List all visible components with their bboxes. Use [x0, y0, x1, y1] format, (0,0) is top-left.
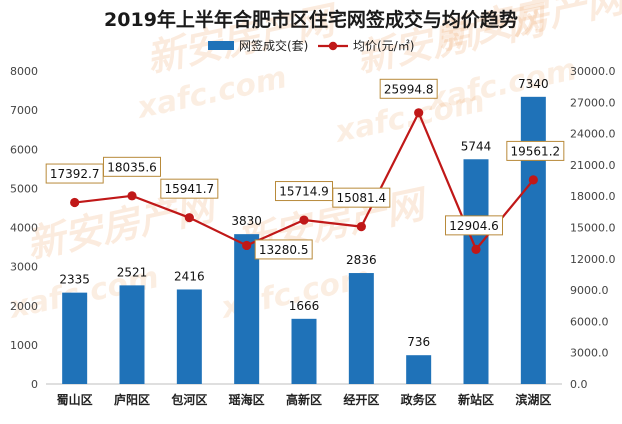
y-right-tick-label: 3000.0: [570, 347, 609, 360]
bar: [291, 318, 317, 384]
y-right-tick-label: 6000.0: [570, 315, 609, 328]
bar-value-label: 2521: [117, 265, 148, 279]
bar-value-label: 1666: [289, 299, 320, 313]
bar: [119, 285, 145, 384]
y-right-tick-label: 21000.0: [570, 159, 616, 172]
line-value-label: 19561.2: [511, 144, 561, 158]
y-right-tick-label: 9000.0: [570, 284, 609, 297]
line-value-box: [379, 78, 438, 99]
line-value-box: [506, 140, 565, 161]
line-value-box: [445, 215, 503, 236]
bar-value-label: 736: [407, 335, 430, 349]
x-category-label: 庐阳区: [114, 392, 150, 407]
bar: [348, 273, 374, 384]
x-category-label: 滨湖区: [515, 392, 551, 407]
y-right-tick-label: 15000.0: [570, 222, 616, 235]
y-right-tick-label: 27000.0: [570, 96, 616, 109]
legend-bar-label: 网签成交(套): [239, 38, 308, 53]
line-value-box: [332, 187, 391, 208]
line-point: [356, 222, 366, 232]
y-left-tick-label: 1000: [10, 339, 38, 352]
chart-title: 2019年上半年合肥市区住宅网签成交与均价趋势: [104, 8, 518, 31]
legend-line-marker: [328, 41, 338, 51]
x-category-label: 政务区: [401, 392, 437, 407]
bar-value-label: 2335: [59, 273, 90, 287]
line-value-box: [254, 239, 313, 260]
legend: 网签成交(套) 均价(元/㎡): [208, 38, 414, 53]
line-value-box: [160, 178, 219, 199]
y-left-tick-label: 8000: [10, 65, 38, 78]
x-category-label: 蜀山区: [57, 392, 93, 407]
bar: [176, 289, 202, 384]
line-point: [184, 213, 194, 223]
line-value-label: 25994.8: [384, 82, 434, 96]
y-left-tick-label: 0: [31, 378, 38, 391]
y-right-tick-label: 0.0: [570, 378, 588, 391]
line-value-label: 15714.9: [279, 185, 329, 199]
x-category-label: 包河区: [170, 392, 207, 407]
line-value-box: [103, 156, 161, 177]
y-left-tick-label: 2000: [10, 300, 38, 313]
y-left-tick-label: 4000: [10, 222, 38, 235]
axes: 0 1000 2000 3000 4000 5000 6000 7000 8000 0.0 3000…: [10, 65, 616, 407]
y-left-tick-label: 6000: [10, 143, 38, 156]
line-value-label: 13280.5: [259, 243, 309, 257]
bar-value-label: 3830: [231, 214, 262, 228]
bar-value-label: 7340: [518, 77, 549, 91]
line-value-label: 18035.6: [107, 160, 157, 174]
y-left-tick-label: 7000: [10, 104, 38, 117]
y-left-tick-label: 5000: [10, 182, 38, 195]
line-value-label: 17392.7: [50, 167, 100, 181]
bar-value-label: 5744: [461, 139, 492, 153]
y-right-tick-label: 18000.0: [570, 190, 616, 203]
line-point: [70, 197, 80, 208]
bar: [406, 355, 432, 384]
legend-line-label: 均价(元/㎡): [353, 39, 414, 53]
line-point: [528, 175, 538, 185]
line-series: 17392.7 18035.6 15941.7 13280.5 15714.9 15081…: [45, 78, 565, 260]
y-right-tick-label: 24000.0: [570, 128, 616, 141]
line-point: [242, 240, 252, 251]
bar: [62, 292, 88, 384]
line-value-label: 15941.7: [165, 182, 215, 196]
x-category-label: 新站区: [458, 392, 494, 407]
bar-value-label: 2416: [174, 269, 205, 283]
y-right-tick-label: 12000.0: [570, 253, 616, 266]
x-category-label: 瑶海区: [229, 392, 265, 407]
y-left-tick-label: 3000: [10, 261, 38, 274]
legend-bar-swatch: [208, 41, 234, 50]
x-category-label: 高新区: [286, 392, 322, 407]
bar-value-label: 2836: [346, 253, 377, 267]
bar: [520, 96, 546, 384]
line-point: [299, 215, 309, 225]
line-point: [127, 191, 137, 201]
x-category-label: 经开区: [343, 392, 379, 407]
line-value-label: 12904.6: [449, 219, 499, 233]
bar: [463, 159, 489, 384]
line-value-label: 15081.4: [337, 191, 387, 205]
line-point: [414, 108, 424, 118]
y-right-tick-label: 30000.0: [570, 65, 616, 78]
line-point: [471, 244, 481, 254]
